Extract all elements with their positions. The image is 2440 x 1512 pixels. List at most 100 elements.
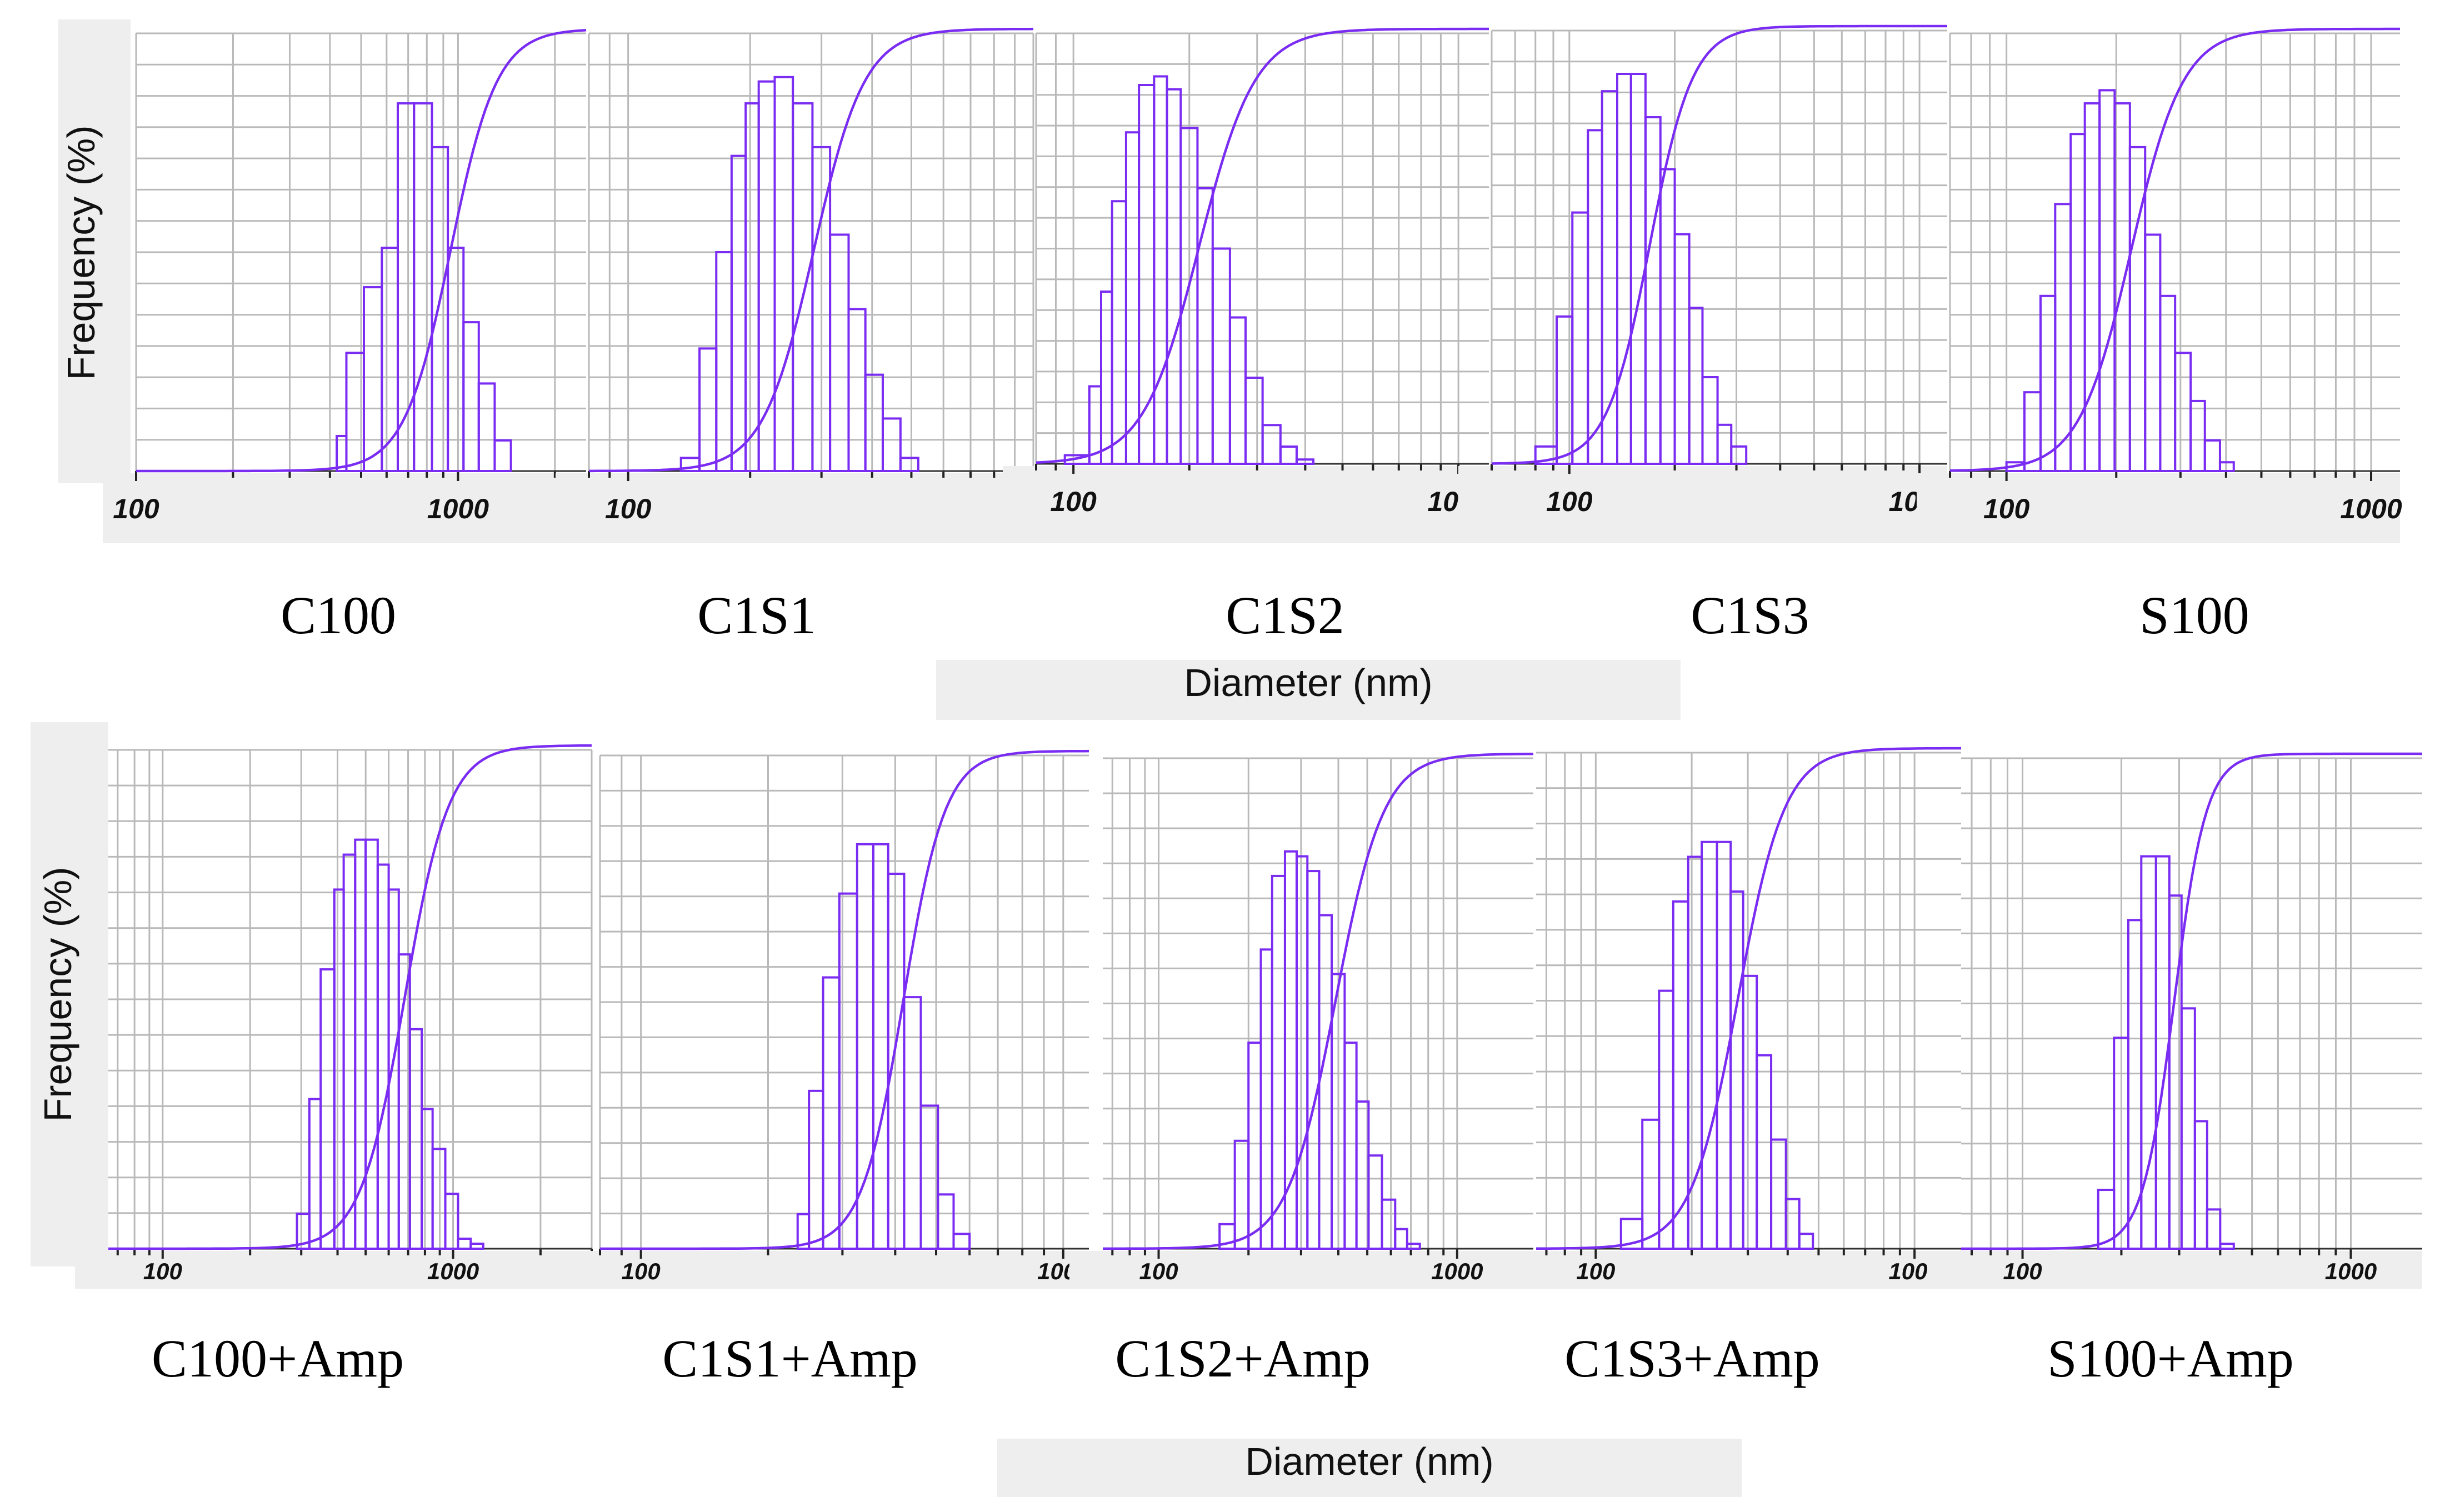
histogram-bar [952,1233,971,1250]
tick-label-100-s100-amp: 100 [2003,1258,2042,1284]
panel-label-c100: C100 [281,585,396,645]
histogram-bar [2206,1208,2222,1250]
histogram-bar [1153,75,1168,465]
histogram-bar [493,439,512,473]
histogram-bar [1166,88,1182,465]
histogram-bar [1629,73,1647,465]
histogram-bar [1798,1233,1814,1250]
tick-band-s100-amp [1928,1251,2422,1289]
histogram-bar [469,1243,484,1250]
histogram-bar [847,308,867,472]
histogram-bar [1211,247,1231,465]
tick-band-c100 [103,473,586,543]
histogram-bar [1244,377,1264,465]
histogram-bar [856,843,874,1250]
ylabel-background-row1 [58,19,131,483]
histogram-bar [431,1148,447,1250]
histogram-bar [1295,855,1309,1250]
panel-c100: 100 1000 [103,29,587,543]
histogram-bar [2180,1007,2196,1250]
histogram-bar [1111,200,1127,465]
histogram-bar [1658,989,1674,1250]
xlabel-row1: Diameter (nm) [1184,661,1432,704]
histogram-bar [1318,914,1333,1250]
histogram-bar [1196,187,1214,465]
histogram-bar [2159,294,2177,472]
histogram-bar [881,417,902,472]
tick-band-c1s2 [1003,466,1489,543]
histogram-bar [1233,1139,1250,1250]
histogram-bar [829,233,850,472]
histogram-bar [2193,1120,2208,1250]
cumulative-curve-c100-amp [108,744,592,1250]
histogram-bar [1261,424,1282,465]
panel-label-c1s1: C1S1 [697,585,816,645]
histogram-bar [1571,211,1589,465]
histogram-bar [1259,948,1273,1250]
panel-label-s100-amp: S100+Amp [2047,1329,2294,1388]
histogram-bar [1271,874,1286,1250]
histogram-bar [444,1193,459,1250]
panel-c1s3-amp: 100 1000 [1503,747,1961,1289]
histogram-bar [1756,1054,1773,1250]
histogram-bar [457,1238,472,1250]
histogram-bar [1770,1138,1787,1250]
histogram-bar [1279,445,1298,465]
histogram-bar [2144,233,2162,472]
histogram-bar [342,853,357,1250]
panel-label-c1s3: C1S3 [1691,585,1809,645]
histogram-bar [1381,1198,1397,1250]
histogram-bar [381,247,399,472]
xlabel-background-row2 [997,1439,1742,1497]
tick-label-100-c1s3: 100 [1546,486,1593,517]
tick-band-c1s1-amp [567,1251,1089,1289]
histogram-bar [1124,131,1141,465]
panel-s100-amp: 100 1000 [1928,752,2422,1289]
histogram-bar [2128,146,2147,472]
histogram-bar [872,843,889,1250]
histogram-bar [333,888,345,1250]
histogram-bar [1730,445,1748,465]
histogram-bar [387,888,400,1250]
xlabel-row2: Diameter (nm) [1245,1440,1493,1483]
histogram-bar [808,1089,824,1250]
histogram-bar [1306,870,1321,1250]
tick-band-c1s2-amp [1069,1251,1533,1289]
histogram-bar [2098,89,2116,472]
ylabel-background-row2 [31,722,108,1266]
histogram-bar [937,1193,955,1250]
histogram-bar [2039,294,2057,472]
histogram-bar [903,996,922,1250]
panel-c100-amp: 100 1000 [75,744,593,1289]
histogram-bar [1406,1243,1421,1250]
histogram-bar [899,457,919,472]
cumulative-curve-c1s3-amp [1536,747,1961,1250]
histogram-bar [421,1108,434,1250]
histogram-bar [1688,307,1704,465]
tick-label-1000-c100-amp: 1000 [427,1258,479,1284]
histogram-bar [1729,890,1744,1250]
histogram-bar [431,146,449,472]
tick-label-1000-c1s2-amp: 1000 [1431,1258,1483,1284]
histogram-bar [319,968,336,1250]
histogram-bar [477,382,496,473]
panel-label-c100-amp: C100+Amp [152,1329,404,1388]
histogram-bar [1701,840,1718,1250]
tick-band-c100-amp [75,1251,592,1289]
panel-label-c1s1-amp: C1S1+Amp [662,1329,918,1388]
histogram-bar [1716,423,1733,465]
cumulative-curve-c1s1 [589,27,1034,473]
tick-label-1000-s100-amp: 1000 [2325,1258,2377,1284]
ylabel-row2: Frequency (%) [36,867,79,1122]
histogram-bar [919,1104,939,1250]
xlabel-background-row1 [936,660,1681,720]
histogram-bar [1587,129,1603,465]
cumulative-curve-s100 [1949,27,2400,472]
histogram-bar [1784,1198,1801,1250]
histogram-bar [730,154,747,472]
histogram-bar [2219,1243,2235,1250]
tick-label-100-c1s1: 100 [605,493,652,524]
tick-label-100-c1s2-amp: 100 [1139,1258,1178,1284]
